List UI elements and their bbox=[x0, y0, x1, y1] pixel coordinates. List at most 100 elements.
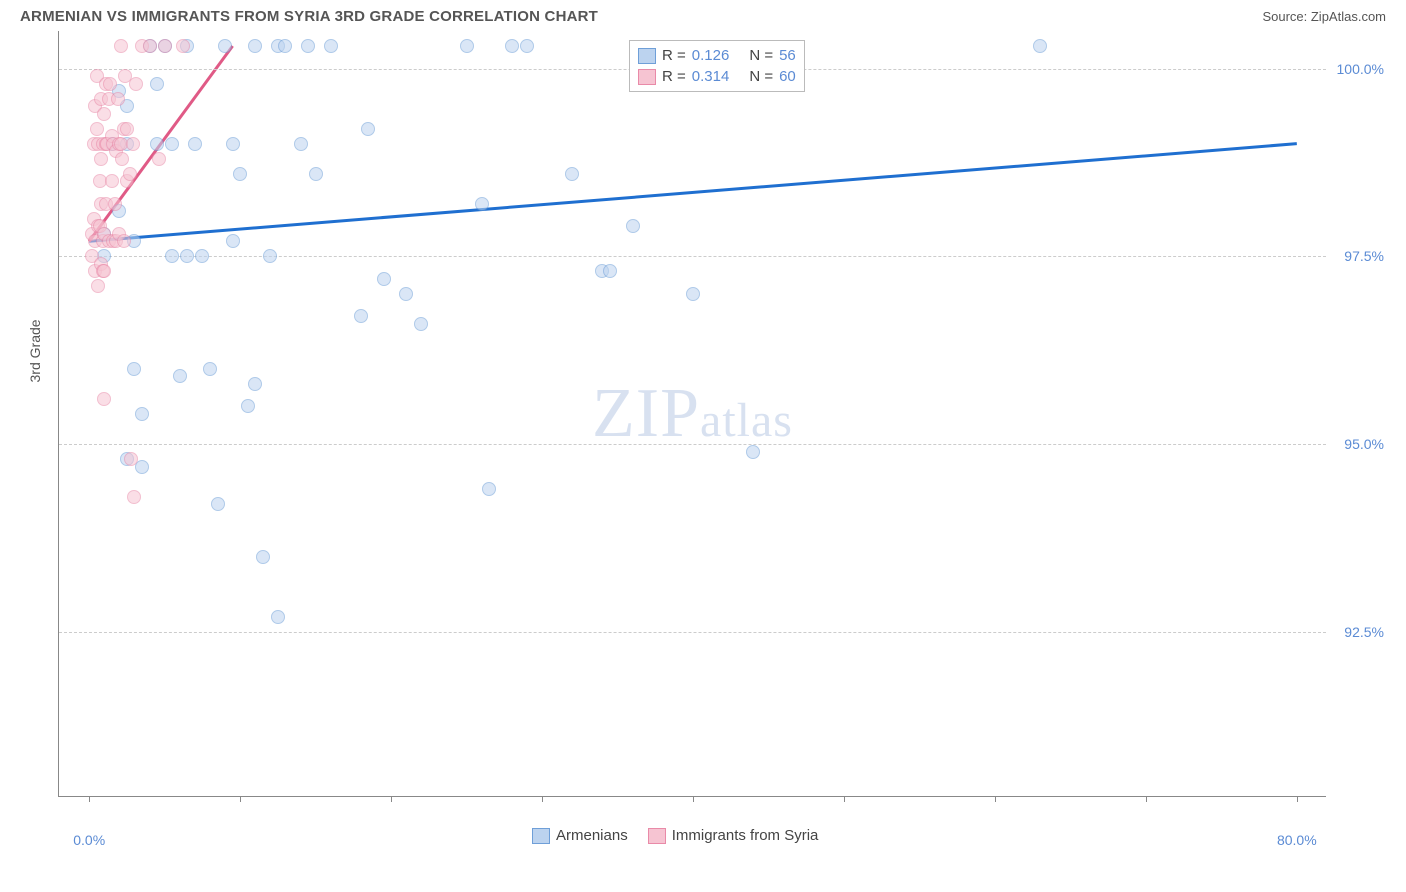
scatter-point bbox=[173, 369, 187, 383]
x-tick-label: 80.0% bbox=[1277, 832, 1317, 848]
scatter-point bbox=[120, 122, 134, 136]
x-tick-major bbox=[1297, 796, 1298, 802]
legend-row: R = 0.314 N = 60 bbox=[638, 66, 796, 87]
chart-container: ZIPatlas 3rd Grade R =0.126N =56R =0.314… bbox=[20, 31, 1386, 797]
scatter-point bbox=[158, 39, 172, 53]
legend-item: Immigrants from Syria bbox=[648, 827, 819, 844]
y-tick-label: 97.5% bbox=[1330, 248, 1384, 264]
scatter-point bbox=[354, 309, 368, 323]
watermark-atlas: atlas bbox=[700, 394, 793, 447]
x-tick-minor bbox=[1146, 796, 1147, 802]
scatter-point bbox=[97, 392, 111, 406]
legend-r-value: 0.314 bbox=[692, 68, 730, 85]
legend-swatch bbox=[638, 48, 656, 64]
scatter-point bbox=[218, 39, 232, 53]
scatter-point bbox=[105, 174, 119, 188]
scatter-point bbox=[746, 445, 760, 459]
legend-r-label: R = bbox=[662, 47, 686, 64]
scatter-point bbox=[226, 234, 240, 248]
x-tick-minor bbox=[542, 796, 543, 802]
scatter-point bbox=[211, 497, 225, 511]
legend-label: Immigrants from Syria bbox=[672, 827, 819, 844]
scatter-point bbox=[377, 272, 391, 286]
gridline-h bbox=[59, 256, 1326, 257]
scatter-point bbox=[475, 197, 489, 211]
scatter-point bbox=[482, 482, 496, 496]
gridline-h bbox=[59, 632, 1326, 633]
y-axis-label: 3rd Grade bbox=[27, 319, 43, 382]
scatter-point bbox=[127, 362, 141, 376]
scatter-point bbox=[165, 137, 179, 151]
scatter-point bbox=[361, 122, 375, 136]
chart-title: ARMENIAN VS IMMIGRANTS FROM SYRIA 3RD GR… bbox=[20, 8, 598, 25]
scatter-point bbox=[152, 152, 166, 166]
watermark-zip: ZIP bbox=[592, 375, 700, 452]
scatter-point bbox=[97, 264, 111, 278]
y-tick-label: 92.5% bbox=[1330, 624, 1384, 640]
x-tick-minor bbox=[240, 796, 241, 802]
scatter-point bbox=[248, 39, 262, 53]
x-tick-label: 0.0% bbox=[73, 832, 105, 848]
scatter-point bbox=[108, 197, 122, 211]
gridline-h bbox=[59, 444, 1326, 445]
scatter-point bbox=[150, 77, 164, 91]
scatter-point bbox=[233, 167, 247, 181]
scatter-point bbox=[135, 407, 149, 421]
scatter-point bbox=[150, 137, 164, 151]
scatter-point bbox=[115, 152, 129, 166]
scatter-point bbox=[626, 219, 640, 233]
legend-swatch bbox=[532, 828, 550, 844]
scatter-point bbox=[460, 39, 474, 53]
watermark: ZIPatlas bbox=[592, 374, 793, 454]
correlation-legend: R =0.126N =56R =0.314N =60 bbox=[629, 40, 805, 92]
legend-row: R =0.126N =56 bbox=[638, 45, 796, 66]
scatter-point bbox=[324, 39, 338, 53]
scatter-point bbox=[117, 234, 131, 248]
scatter-point bbox=[686, 287, 700, 301]
scatter-point bbox=[176, 39, 190, 53]
scatter-point bbox=[114, 39, 128, 53]
legend-swatch bbox=[648, 828, 666, 844]
scatter-point bbox=[180, 249, 194, 263]
legend-r-label: R = bbox=[662, 68, 686, 85]
x-tick-major bbox=[89, 796, 90, 802]
y-tick-label: 100.0% bbox=[1330, 61, 1384, 77]
scatter-point bbox=[263, 249, 277, 263]
x-tick-minor bbox=[844, 796, 845, 802]
scatter-point bbox=[294, 137, 308, 151]
scatter-point bbox=[97, 107, 111, 121]
series-legend: Armenians Immigrants from Syria bbox=[532, 827, 818, 844]
trend-lines bbox=[59, 31, 1327, 797]
scatter-point bbox=[505, 39, 519, 53]
scatter-point bbox=[565, 167, 579, 181]
scatter-point bbox=[123, 167, 137, 181]
scatter-point bbox=[126, 137, 140, 151]
legend-n-label: N = bbox=[749, 68, 773, 85]
scatter-point bbox=[94, 152, 108, 166]
scatter-point bbox=[256, 550, 270, 564]
plot-area: ZIPatlas 3rd Grade R =0.126N =56R =0.314… bbox=[58, 31, 1326, 797]
scatter-point bbox=[103, 77, 117, 91]
scatter-point bbox=[124, 452, 138, 466]
scatter-point bbox=[90, 122, 104, 136]
chart-source: Source: ZipAtlas.com bbox=[1262, 9, 1386, 24]
scatter-point bbox=[1033, 39, 1047, 53]
legend-swatch bbox=[638, 69, 656, 85]
scatter-point bbox=[203, 362, 217, 376]
scatter-point bbox=[309, 167, 323, 181]
trend-line bbox=[89, 144, 1297, 242]
chart-header: ARMENIAN VS IMMIGRANTS FROM SYRIA 3RD GR… bbox=[0, 0, 1406, 31]
scatter-point bbox=[248, 377, 262, 391]
legend-label: Armenians bbox=[556, 827, 628, 844]
scatter-point bbox=[188, 137, 202, 151]
scatter-point bbox=[399, 287, 413, 301]
scatter-point bbox=[603, 264, 617, 278]
scatter-point bbox=[301, 39, 315, 53]
y-tick-label: 95.0% bbox=[1330, 436, 1384, 452]
legend-n-value: 60 bbox=[779, 68, 796, 85]
x-tick-minor bbox=[391, 796, 392, 802]
scatter-point bbox=[414, 317, 428, 331]
scatter-point bbox=[127, 490, 141, 504]
legend-n-label: N = bbox=[749, 47, 773, 64]
scatter-point bbox=[91, 279, 105, 293]
